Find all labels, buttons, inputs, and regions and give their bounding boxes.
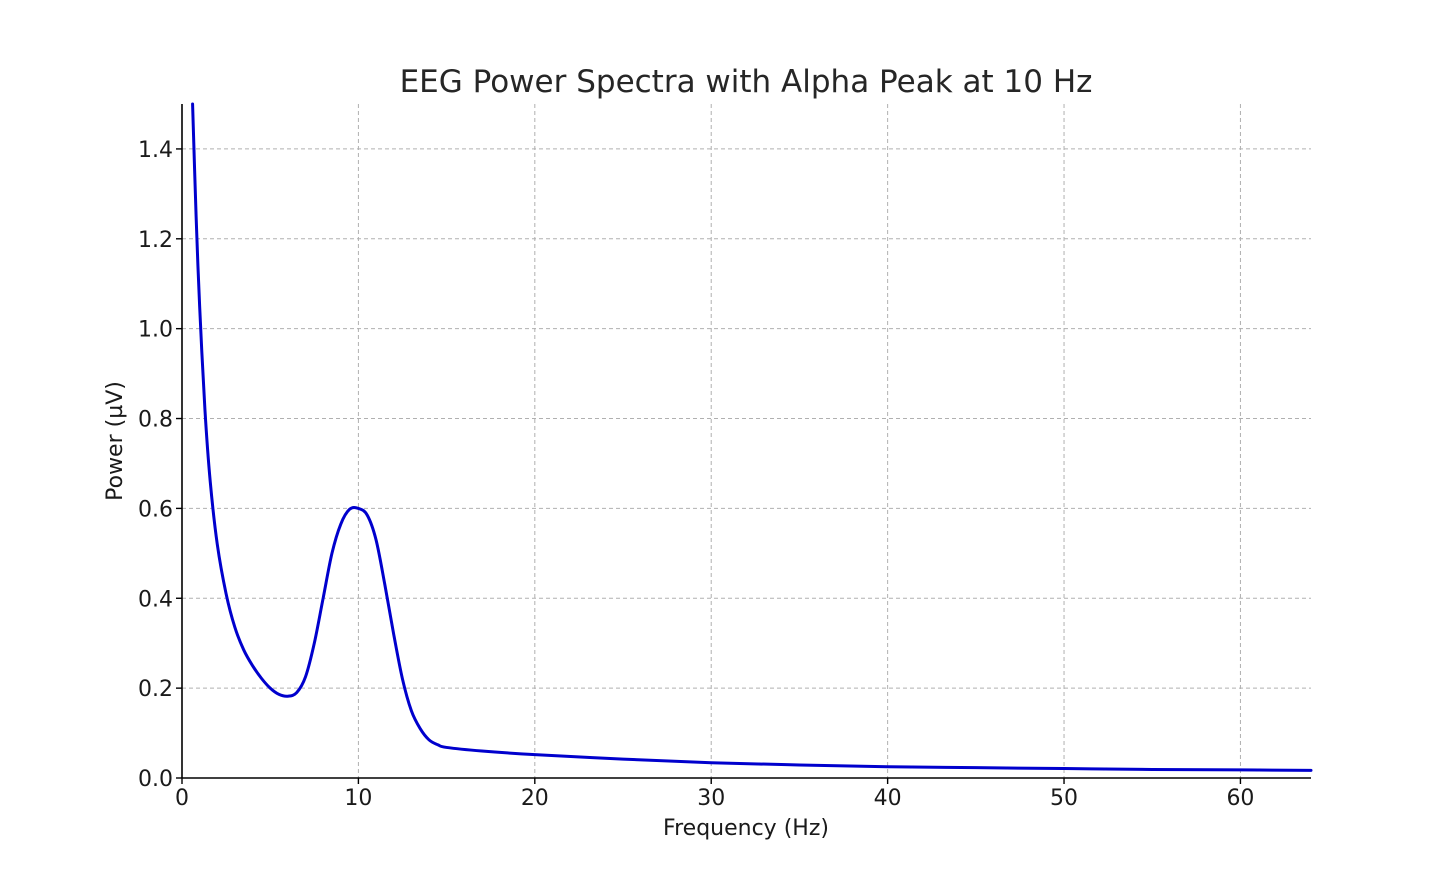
- axes: [181, 104, 1311, 779]
- grid-lines: [182, 104, 1311, 778]
- x-tick-label: 60: [1226, 786, 1254, 811]
- y-axis-title: Power (µV): [103, 381, 128, 501]
- y-tick-label: 0.4: [138, 587, 173, 612]
- y-tick-label: 0.0: [138, 767, 173, 792]
- x-ticks: 0 10 20 30 40 50 60: [175, 778, 1254, 811]
- series-line-eeg-power: [191, 102, 1313, 772]
- y-tick-label: 1.4: [138, 138, 173, 163]
- x-tick-label: 20: [521, 786, 549, 811]
- y-ticks: 0.0 0.2 0.4 0.6 0.8 1.0 1.2 1.4: [138, 138, 182, 792]
- x-tick-label: 40: [874, 786, 902, 811]
- y-tick-label: 0.2: [138, 677, 173, 702]
- x-axis-title: Frequency (Hz): [663, 816, 829, 841]
- x-tick-label: 10: [344, 786, 372, 811]
- y-tick-label: 1.2: [138, 228, 173, 253]
- series-layer: [191, 102, 1313, 772]
- y-tick-label: 0.8: [138, 408, 173, 433]
- x-tick-label: 50: [1050, 786, 1078, 811]
- chart-title: EEG Power Spectra with Alpha Peak at 10 …: [400, 64, 1093, 100]
- x-tick-label: 0: [175, 786, 189, 811]
- x-tick-label: 30: [697, 786, 725, 811]
- y-tick-label: 1.0: [138, 318, 173, 343]
- y-tick-label: 0.6: [138, 497, 173, 522]
